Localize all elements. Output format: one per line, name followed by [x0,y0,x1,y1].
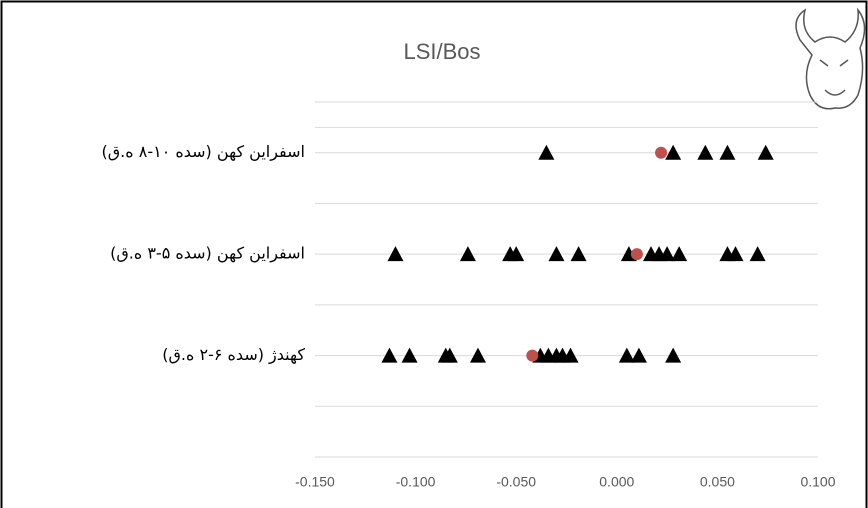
y-tick-label: کهندژ (سده ۶-۲ ه.ق) [162,345,305,365]
triangle-point [459,246,476,262]
triangle-point [387,246,404,262]
x-tick-label: 0.100 [800,474,835,490]
triangle-point [469,347,486,363]
x-tick-label: 0.000 [599,474,634,490]
circle-point [526,349,539,362]
triangle-point [618,347,635,363]
bull-illustration [795,7,866,110]
y-tick-label: اسفراین کهن (سده ۱۰-۸ ه.ق) [102,142,306,162]
triangle-point [508,246,525,262]
x-tick-label: -0.050 [496,474,536,490]
triangle-point [727,246,744,262]
triangle-point [381,347,398,363]
triangle-point [401,347,418,363]
y-tick-label: اسفراین کهن (سده ۵-۳ ه.ق) [110,244,305,264]
x-tick-label: -0.150 [295,474,335,490]
triangle-point [749,246,766,262]
triangle-point [548,246,565,262]
triangle-point [671,246,688,262]
x-tick-label: 0.050 [700,474,735,490]
chart-title: LSI/Bos [403,39,480,64]
triangle-point [441,347,458,363]
triangle-point [719,144,736,160]
circle-point [630,248,643,261]
triangle-point [665,347,682,363]
triangle-point [570,246,587,262]
triangle-point [562,347,579,363]
x-tick-label: -0.100 [396,474,436,490]
triangle-point [630,347,647,363]
triangle-point [697,144,714,160]
triangle-point [757,144,774,160]
triangle-point [665,144,682,160]
circle-point [655,146,668,159]
triangle-point [538,144,555,160]
triangle-point [659,246,676,262]
